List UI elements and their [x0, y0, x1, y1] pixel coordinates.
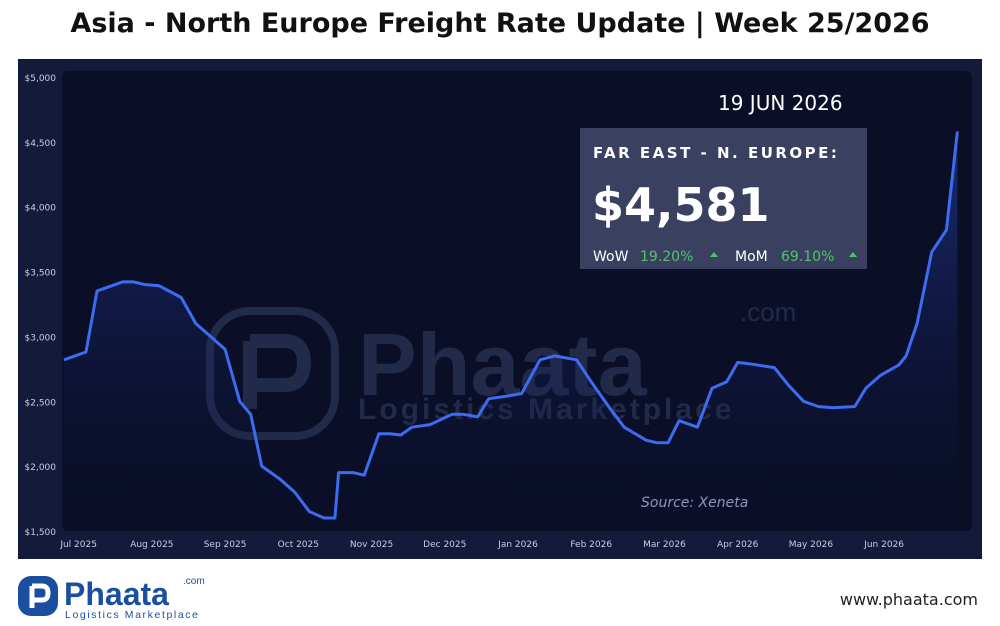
x-tick-label: Feb 2026 — [570, 540, 612, 550]
info-label: FAR EAST - N. EUROPE: — [593, 144, 839, 162]
y-tick-label: $1,500 — [25, 528, 57, 538]
x-tick-label: Oct 2025 — [278, 540, 319, 550]
x-tick-label: Nov 2025 — [350, 540, 393, 550]
y-tick-label: $4,000 — [25, 204, 57, 214]
x-tick-label: Mar 2026 — [643, 540, 686, 550]
x-tick-label: Dec 2025 — [423, 540, 466, 550]
info-box-bg — [580, 128, 867, 269]
phaata-logo-icon — [18, 576, 58, 616]
x-tick-label: Jun 2026 — [863, 540, 904, 550]
info-date: 19 JUN 2026 — [718, 91, 843, 115]
source-note: Source: Xeneta — [641, 495, 748, 511]
mom-label: MoM — [735, 249, 768, 265]
mom-up-arrow-icon — [849, 252, 857, 257]
page-title: Asia - North Europe Freight Rate Update … — [70, 8, 930, 39]
wow-label: WoW — [593, 249, 629, 265]
y-tick-label: $3,000 — [25, 333, 57, 343]
info-box: FAR EAST - N. EUROPE: $4,581 WoW 19.20% … — [580, 128, 867, 269]
x-axis: Jul 2025 Aug 2025 Sep 2025 Oct 2025 Nov 2025… — [59, 540, 904, 550]
rate-line — [63, 131, 959, 520]
x-tick-label: Aug 2025 — [130, 540, 173, 550]
logo-name: Phaata — [64, 576, 169, 612]
watermark-tld: .com — [740, 297, 796, 327]
wow-value: 19.20% — [640, 249, 693, 265]
logo-tld: .com — [183, 576, 205, 587]
y-tick-label: $2,500 — [25, 398, 57, 408]
chart-svg: Phaata .com Logistics Marketplace $1,500… — [18, 59, 982, 559]
info-price: $4,581 — [592, 178, 770, 232]
y-tick-label: $4,500 — [25, 139, 57, 149]
x-tick-label: Jan 2026 — [497, 540, 538, 550]
x-tick-label: Jul 2025 — [59, 540, 97, 550]
footer-logo-svg: Phaata .com Logistics Marketplace — [18, 576, 205, 621]
y-tick-label: $5,000 — [25, 74, 57, 84]
website-url: www.phaata.com — [839, 590, 978, 609]
footer-logo: Phaata .com Logistics Marketplace — [18, 574, 218, 626]
mom-value: 69.10% — [781, 249, 834, 265]
wow-up-arrow-icon — [710, 252, 718, 257]
x-tick-label: May 2026 — [789, 540, 834, 550]
y-axis: $1,500 $2,000 $2,500 $3,000 $3,500 $4,000 $4,5… — [25, 74, 57, 538]
logo-tagline: Logistics Marketplace — [65, 609, 200, 621]
y-tick-label: $3,500 — [25, 269, 57, 279]
rate-area — [64, 131, 958, 531]
chart: Phaata .com Logistics Marketplace $1,500… — [18, 59, 982, 559]
y-tick-label: $2,000 — [25, 463, 57, 473]
x-tick-label: Apr 2026 — [717, 540, 759, 550]
x-tick-label: Sep 2025 — [204, 540, 247, 550]
